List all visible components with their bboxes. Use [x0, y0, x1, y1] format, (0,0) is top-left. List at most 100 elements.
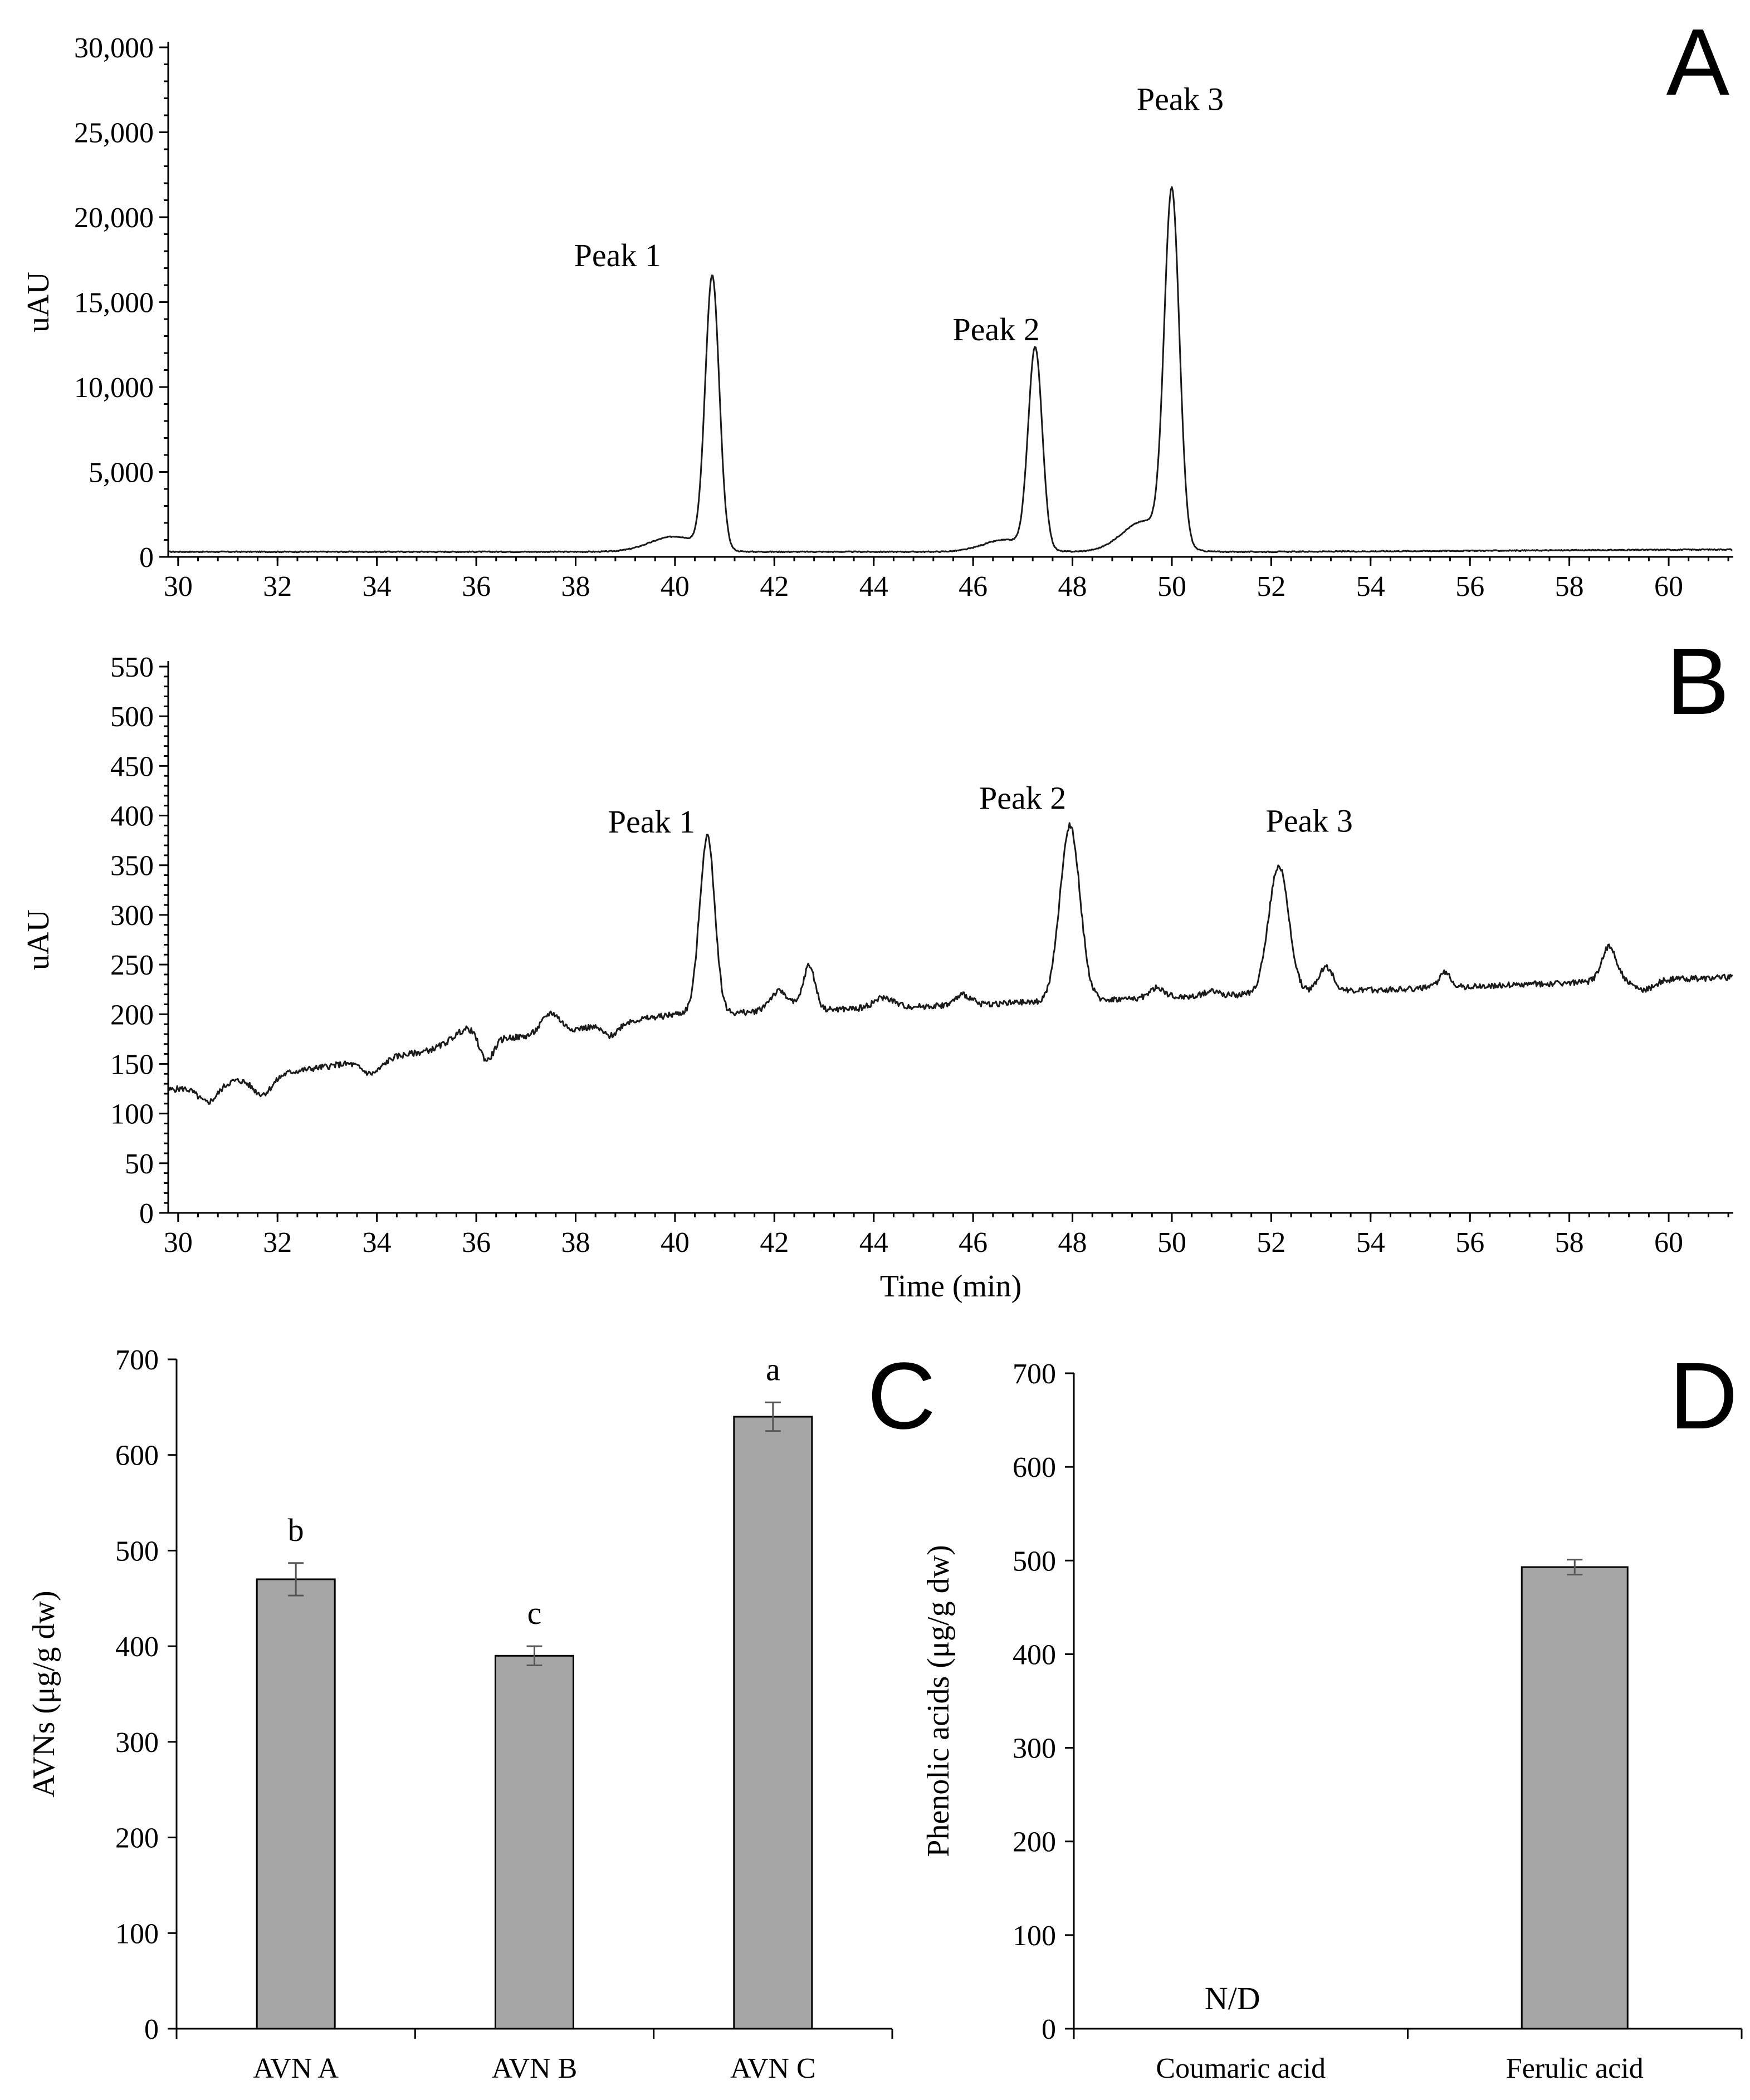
- x-tick-label: 48: [1058, 571, 1087, 603]
- peak-label: Peak 2: [953, 311, 1040, 347]
- x-tick-label: 44: [859, 571, 888, 603]
- bar: [495, 1654, 574, 2030]
- x-tick-label: 38: [561, 571, 590, 603]
- y-tick-label: 500: [1013, 1545, 1056, 1577]
- panel-d: 0 100 200 300 400 500 600 700 Coumaric acid N/D Fe…: [921, 1343, 1743, 2084]
- panel-letter: C: [867, 1343, 936, 1449]
- x-tick-label: 30: [164, 571, 193, 603]
- peak-label: Peak 1: [574, 237, 661, 273]
- y-tick-label: 200: [1013, 1827, 1056, 1858]
- y-tick-label: 700: [1013, 1358, 1056, 1390]
- x-tick-label: 44: [859, 1227, 888, 1259]
- x-tick-label: 50: [1157, 571, 1186, 603]
- y-tick-label: 10,000: [74, 372, 154, 404]
- y-tick-label: 200: [115, 1823, 159, 1854]
- x-tick-label: 34: [363, 1227, 392, 1259]
- y-tick-label: 600: [1013, 1452, 1056, 1484]
- y-tick-label: 100: [110, 1099, 154, 1130]
- x-tick-label: 30: [164, 1227, 193, 1259]
- y-tick-label: 300: [110, 900, 154, 932]
- x-tick-label: 32: [263, 1227, 292, 1259]
- x-tick-label: 60: [1654, 1227, 1683, 1259]
- panel-letter: B: [1666, 629, 1729, 735]
- x-category-label: AVN A: [253, 2053, 339, 2084]
- x-tick-label: 56: [1455, 571, 1484, 603]
- x-tick-label: 42: [760, 1227, 789, 1259]
- x-tick-label: 58: [1555, 571, 1584, 603]
- x-tick-label: 54: [1356, 1227, 1385, 1259]
- x-tick-label: 52: [1257, 571, 1285, 603]
- x-category-label: Coumaric acid: [1156, 2053, 1326, 2084]
- y-tick-label: 0: [144, 2014, 159, 2045]
- y-tick-label: 300: [115, 1727, 159, 1759]
- y-tick-label: 400: [115, 1631, 159, 1663]
- x-tick-label: 60: [1654, 571, 1683, 603]
- x-tick-label: 42: [760, 571, 789, 603]
- y-tick-label: 200: [110, 999, 154, 1031]
- significance-letter: c: [527, 1595, 542, 1631]
- y-tick-label: 450: [110, 751, 154, 782]
- x-tick-label: 36: [462, 1227, 491, 1259]
- significance-letter: a: [766, 1351, 780, 1387]
- y-tick-label: 300: [1013, 1733, 1056, 1765]
- y-tick-label: 100: [1013, 1920, 1056, 1952]
- y-tick-label: 350: [110, 850, 154, 882]
- peak-label: Peak 1: [608, 804, 695, 840]
- y-tick-label: 250: [110, 949, 154, 981]
- peak-label: Peak 2: [979, 780, 1066, 816]
- y-axis-label: Phenolic acids (μg/g dw): [921, 1545, 956, 1857]
- x-tick-label: 46: [959, 571, 988, 603]
- y-tick-label: 400: [110, 801, 154, 833]
- x-axis-label: Time (min): [880, 1269, 1022, 1304]
- y-tick-label: 0: [139, 1198, 154, 1230]
- y-tick-label: 700: [115, 1344, 159, 1376]
- x-tick-label: 38: [561, 1227, 590, 1259]
- y-tick-label: 15,000: [74, 287, 154, 319]
- y-tick-label: 5,000: [89, 457, 154, 489]
- y-axis-label: uAU: [21, 272, 56, 332]
- y-tick-label: 0: [1042, 2014, 1056, 2045]
- bar: [1521, 1566, 1629, 2030]
- panel-letter: D: [1669, 1343, 1738, 1449]
- panel-b: 0 50 100 150 200 250 300 350 400 450 500 550 30 32 34 3…: [21, 629, 1733, 1304]
- x-tick-label: 32: [263, 571, 292, 603]
- y-axis-label: uAU: [21, 909, 56, 970]
- y-tick-label: 50: [125, 1148, 154, 1180]
- panel-a: 0 5,000 10,000 15,000 20,000 25,000 30,000 30 32…: [21, 9, 1733, 603]
- bar-value-label: N/D: [1205, 1980, 1260, 2016]
- y-tick-label: 150: [110, 1049, 154, 1080]
- y-tick-label: 400: [1013, 1639, 1056, 1671]
- x-tick-label: 40: [661, 571, 690, 603]
- x-tick-label: 56: [1455, 1227, 1484, 1259]
- bar: [733, 1416, 813, 2030]
- x-tick-label: 58: [1555, 1227, 1584, 1259]
- x-tick-label: 48: [1058, 1227, 1087, 1259]
- peak-label: Peak 3: [1266, 803, 1353, 839]
- y-tick-label: 500: [115, 1535, 159, 1567]
- x-tick-label: 52: [1257, 1227, 1285, 1259]
- x-tick-label: 34: [363, 571, 392, 603]
- y-tick-label: 550: [110, 652, 154, 683]
- y-tick-label: 20,000: [74, 202, 154, 234]
- bar: [256, 1578, 336, 2030]
- peak-label: Peak 3: [1137, 81, 1224, 118]
- y-tick-label: 25,000: [74, 118, 154, 149]
- x-category-label: Ferulic acid: [1506, 2053, 1644, 2084]
- panel-c: 0 100 200 300 400 500 600 700 AVN A b AVN B c AVN C a…: [27, 1343, 936, 2084]
- x-tick-label: 50: [1157, 1227, 1186, 1259]
- y-tick-label: 0: [139, 542, 154, 574]
- chromatogram-trace: [168, 822, 1733, 1105]
- y-tick-label: 600: [115, 1440, 159, 1472]
- significance-letter: b: [288, 1512, 304, 1548]
- x-tick-label: 46: [959, 1227, 988, 1259]
- x-tick-label: 40: [661, 1227, 690, 1259]
- x-category-label: AVN B: [492, 2053, 578, 2084]
- y-tick-label: 100: [115, 1918, 159, 1950]
- y-tick-label: 30,000: [74, 32, 154, 64]
- panel-letter: A: [1666, 9, 1730, 115]
- x-tick-label: 36: [462, 571, 491, 603]
- y-tick-label: 500: [110, 701, 154, 733]
- chromatogram-trace: [169, 186, 1733, 554]
- y-axis-label: AVNs (μg/g dw): [27, 1590, 61, 1797]
